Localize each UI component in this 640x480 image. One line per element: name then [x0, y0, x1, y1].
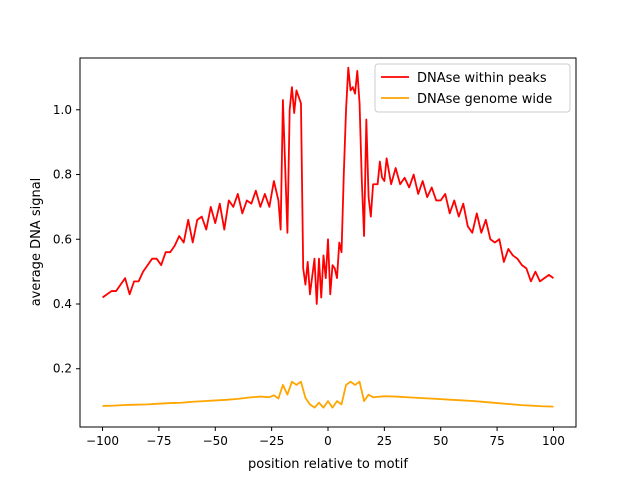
x-axis-label: position relative to motif [248, 457, 408, 472]
y-tick-label: 0.4 [53, 297, 72, 311]
y-tick-label: 1.0 [53, 103, 72, 117]
y-tick-label: 0.8 [53, 168, 72, 182]
legend-box [374, 63, 571, 113]
y-axis-label: average DNA signal [29, 178, 44, 307]
x-tick-label: −75 [146, 434, 171, 448]
series-line-1 [102, 380, 554, 409]
x-tick-label: −25 [259, 434, 284, 448]
x-axis: −100 −75 −50 −25 0 25 50 75 100 [86, 427, 565, 448]
x-tick-label: 50 [433, 434, 448, 448]
x-tick-label: −100 [86, 434, 119, 448]
legend: DNAse within peaks DNAse genome wide [374, 63, 571, 113]
series-line-0 [102, 66, 554, 305]
x-tick-label: 75 [489, 434, 504, 448]
legend-label-peaks: DNAse within peaks [417, 71, 547, 86]
legend-label-genome: DNAse genome wide [417, 92, 552, 107]
x-tick-label: 0 [324, 434, 332, 448]
x-tick-label: 25 [377, 434, 392, 448]
y-tick-label: 0.2 [53, 362, 72, 376]
y-tick-label: 0.6 [53, 232, 72, 246]
x-tick-label: −50 [203, 434, 228, 448]
y-axis: 0.2 0.4 0.6 0.8 1.0 [53, 103, 80, 376]
series-layer [102, 66, 554, 409]
x-tick-label: 100 [542, 434, 565, 448]
